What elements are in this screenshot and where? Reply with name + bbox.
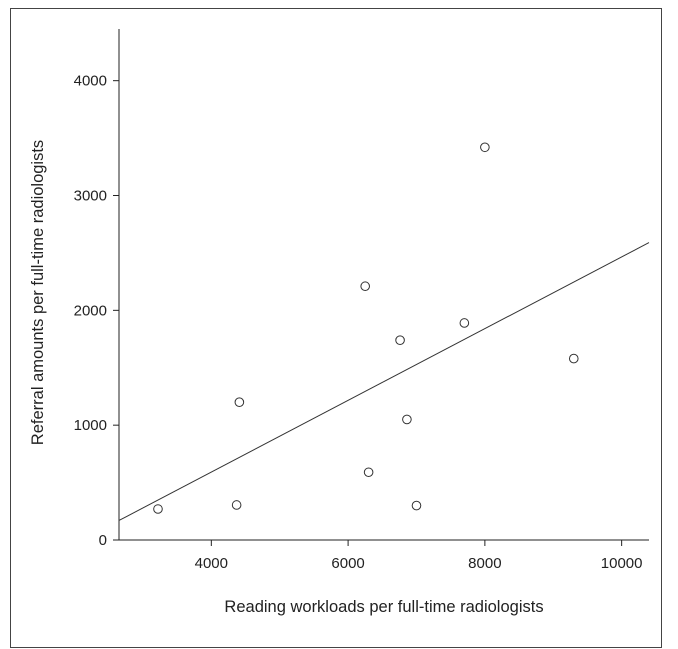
x-axis-title: Reading workloads per full-time radiolog… <box>224 598 543 616</box>
data-point <box>402 414 412 425</box>
data-point <box>360 281 370 292</box>
data-point <box>480 142 490 153</box>
data-point <box>234 397 245 408</box>
trend-line <box>118 242 650 521</box>
x-tick-label: 4000 <box>195 555 228 572</box>
y-axis-title: Referral amounts per full-time radiologi… <box>29 140 47 445</box>
scatter-chart: 4000 6000 8000 10000 0 1000 2000 3000 4000 Readi… <box>29 29 650 616</box>
x-tick-label: 8000 <box>468 555 501 572</box>
y-tick-label: 3000 <box>74 188 107 205</box>
data-point <box>411 500 422 511</box>
data-point <box>459 318 470 328</box>
x-tick-label: 6000 <box>331 555 364 572</box>
figure-frame: 4000 6000 8000 10000 0 1000 2000 3000 4000 Readi… <box>10 8 662 648</box>
y-tick-label: 0 <box>99 532 107 549</box>
data-point <box>231 500 242 510</box>
y-tick-label: 4000 <box>74 73 107 90</box>
data-point <box>395 335 405 345</box>
y-tick-label: 1000 <box>74 417 107 434</box>
axes <box>118 29 649 541</box>
y-tick-label: 2000 <box>74 302 107 319</box>
data-point <box>568 353 579 364</box>
data-point <box>363 467 374 478</box>
data-point <box>153 504 163 514</box>
x-tick-label: 10000 <box>601 555 643 572</box>
